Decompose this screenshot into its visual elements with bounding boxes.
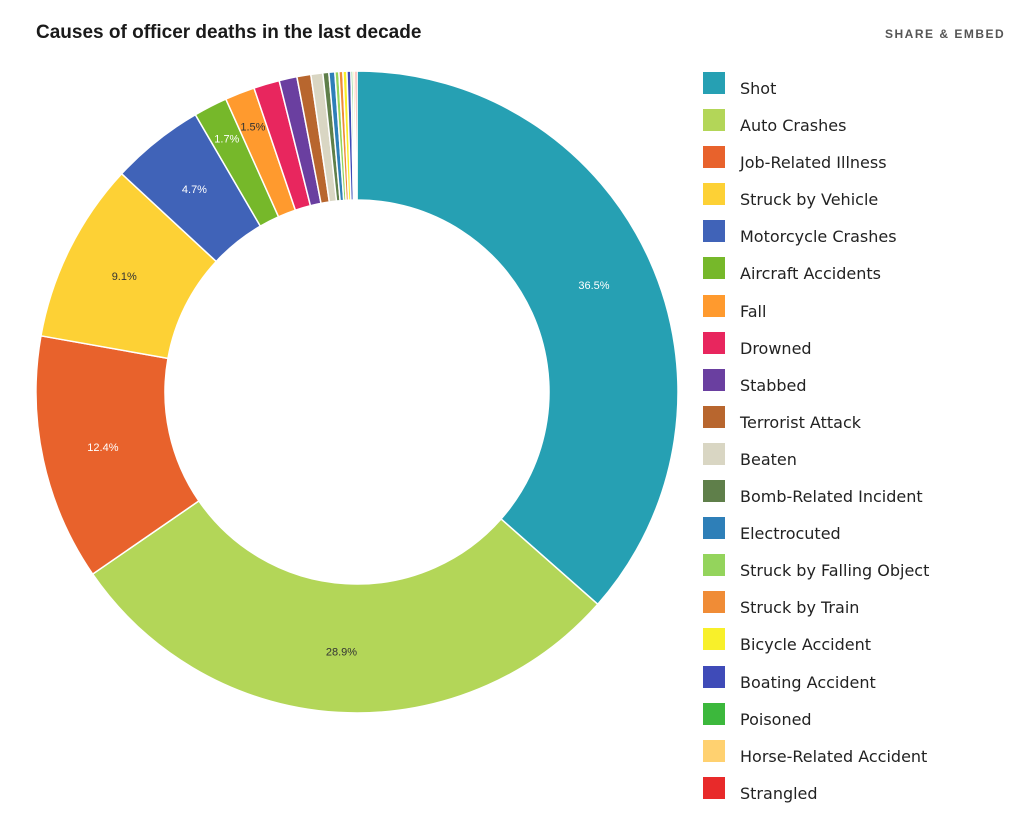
slice-label-job-related-illness: 12.4% [87,442,118,454]
legend-label: Strangled [740,783,818,803]
slice-label-motorcycle-crashes: 4.7% [182,184,207,196]
chart-legend: Shot Auto Crashes Job-Related Illness Struc… [703,72,929,814]
legend-swatch [703,146,725,169]
slice-label-aircraft-accidents: 1.7% [214,133,239,145]
legend-item-aircraft-accidents[interactable]: Aircraft Accidents [703,257,929,294]
legend-swatch [703,517,725,540]
legend-item-struck-by-vehicle[interactable]: Struck by Vehicle [703,183,929,220]
slice-label-struck-by-vehicle: 9.1% [112,271,137,283]
legend-label: Bomb-Related Incident [740,487,923,507]
legend-swatch [703,554,725,577]
slice-label-fall: 1.5% [240,122,265,134]
legend-label: Job-Related Illness [740,153,887,173]
legend-label: Motorcycle Crashes [740,227,897,247]
legend-label: Struck by Falling Object [740,561,930,581]
legend-label: Aircraft Accidents [740,264,881,284]
share-embed-link[interactable]: SHARE & EMBED [885,27,1006,41]
legend-swatch [703,480,725,503]
legend-label: Shot [740,79,777,98]
legend-label: Poisoned [740,709,812,729]
legend-swatch [703,591,725,614]
legend-swatch [703,442,725,465]
legend-swatch [703,331,725,354]
legend-swatch [703,628,725,651]
legend-item-stabbed[interactable]: Stabbed [703,368,929,406]
legend-item-job-related-illness[interactable]: Job-Related Illness [703,146,929,183]
slice-auto-crashes[interactable] [91,499,599,714]
legend-label: Electrocuted [740,524,841,544]
legend-swatch [703,220,725,243]
legend-item-horse-related-accident[interactable]: Horse-Related Accident [703,739,929,777]
legend-item-electrocuted[interactable]: Electrocuted [703,517,929,554]
slice-label-auto-crashes: 28.9% [326,647,357,659]
legend-swatch [703,405,725,428]
legend-swatch [703,739,725,762]
legend-swatch [703,665,725,688]
donut-chart: 36.5% 28.9% 12.4% 9.1% 4.7% 1.7%1.5% [35,70,679,714]
legend-label: Struck by Vehicle [740,190,879,210]
legend-label: Boating Accident [740,672,876,692]
legend-label: Beaten [740,449,797,469]
legend-swatch [703,294,725,317]
legend-item-poisoned[interactable]: Poisoned [703,702,929,740]
legend-swatch [703,183,725,206]
legend-label: Terrorist Attack [740,412,862,432]
legend-label: Horse-Related Accident [740,746,928,766]
legend-item-terrorist-attack[interactable]: Terrorist Attack [703,405,929,443]
slice-strangled[interactable] [354,70,358,201]
legend-label: Auto Crashes [740,116,847,136]
chart-title: Causes of officer deaths in the last dec… [36,22,422,43]
legend-item-bicycle-accident[interactable]: Bicycle Accident [703,628,929,665]
legend-item-struck-by-train[interactable]: Struck by Train [703,591,929,628]
legend-label: Stabbed [740,375,807,395]
legend-item-boating-accident[interactable]: Boating Accident [703,665,929,703]
legend-item-beaten[interactable]: Beaten [703,442,929,480]
legend-item-struck-by-falling-object[interactable]: Struck by Falling Object [703,554,929,591]
legend-item-fall[interactable]: Fall [703,294,929,332]
legend-item-bomb-related-incident[interactable]: Bomb-Related Incident [703,480,929,517]
slice-label-shot: 36.5% [578,280,609,292]
legend-swatch [703,368,725,391]
legend-label: Bicycle Accident [740,635,871,655]
legend-item-shot[interactable]: Shot [703,72,929,109]
legend-swatch [703,776,725,799]
slice-shot[interactable] [356,70,679,606]
legend-swatch [703,109,725,132]
legend-item-motorcycle-crashes[interactable]: Motorcycle Crashes [703,220,929,257]
legend-swatch [703,702,725,725]
legend-swatch [703,72,725,94]
legend-swatch [703,257,725,280]
legend-item-drowned[interactable]: Drowned [703,331,929,369]
legend-label: Struck by Train [740,598,860,618]
legend-item-strangled[interactable]: Strangled [703,776,929,814]
legend-label: Fall [740,301,767,321]
legend-label: Drowned [740,338,812,358]
legend-item-auto-crashes[interactable]: Auto Crashes [703,109,929,146]
